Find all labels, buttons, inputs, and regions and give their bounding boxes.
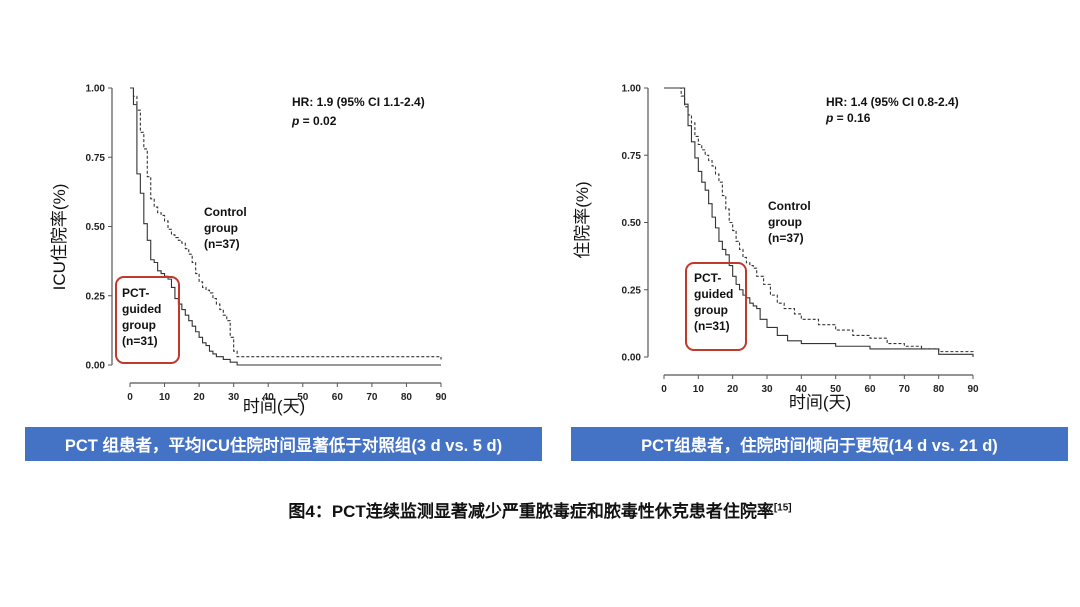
- control-group-label: group: [204, 221, 238, 235]
- pct-group-label: (n=31): [122, 334, 158, 348]
- pct-group-label: group: [694, 303, 728, 317]
- x-tick-label: 90: [967, 384, 979, 395]
- banner-left: PCT 组患者，平均ICU住院时间显著低于对照组(3 d vs. 5 d): [25, 427, 542, 461]
- y-tick-label: 0.00: [86, 361, 106, 372]
- y-tick-label: 0.50: [622, 218, 642, 229]
- x-tick-label: 80: [401, 392, 413, 403]
- x-tick-label: 60: [332, 392, 344, 403]
- hazard-ratio-text: HR: 1.9 (95% CI 1.1-2.4): [292, 95, 425, 109]
- x-tick-label: 20: [194, 392, 206, 403]
- hospital-survival-chart: 0.00 0.25 0.50 0.75 1.00 0 10 20 30 40 50 60 70 80 90 住…: [573, 84, 979, 413]
- hazard-ratio-text: HR: 1.4 (95% CI 0.8-2.4): [826, 95, 959, 109]
- p-value: = 0.16: [833, 111, 870, 125]
- pct-group-highlight-box: [115, 276, 180, 364]
- y-axis-title: ICU住院率(%): [50, 184, 69, 291]
- pct-group-label: (n=31): [694, 319, 730, 333]
- x-tick-label: 40: [263, 392, 275, 403]
- y-tick-label: 1.00: [622, 84, 642, 95]
- pct-group-curve: [130, 87, 441, 366]
- x-tick-label: 50: [830, 384, 842, 395]
- x-tick-label: 10: [159, 392, 171, 403]
- y-tick-label: 0.25: [86, 291, 106, 302]
- x-tick-label: 80: [933, 384, 945, 395]
- x-tick-label: 50: [297, 392, 309, 403]
- pct-group-label: guided: [122, 302, 161, 316]
- figure-caption-text: 图4：PCT连续监测显著减少严重脓毒症和脓毒性休克患者住院率: [288, 502, 774, 521]
- x-tick-label: 40: [796, 384, 808, 395]
- x-axis-title: 时间(天): [789, 393, 851, 412]
- icu-survival-chart: 0.00 0.25 0.50 0.75 1.00 0 10 20 30 40 50 60 70 80 90 I…: [50, 84, 447, 417]
- control-group-label: Control: [768, 199, 811, 213]
- control-group-curve: [130, 87, 442, 360]
- pct-group-label: guided: [694, 287, 733, 301]
- control-group-label: group: [768, 215, 802, 229]
- y-tick-label: 0.00: [622, 353, 642, 364]
- x-tick-label: 70: [899, 384, 911, 395]
- pct-group-highlight-box: [685, 262, 747, 351]
- x-tick-label: 60: [864, 384, 876, 395]
- p-symbol: p: [291, 114, 299, 128]
- y-tick-label: 0.25: [622, 285, 642, 296]
- control-group-curve: [664, 87, 974, 355]
- control-group-label: (n=37): [204, 237, 240, 251]
- x-tick-label: 30: [228, 392, 240, 403]
- x-tick-label: 0: [127, 392, 133, 403]
- control-group-label: Control: [204, 205, 247, 219]
- x-tick-label: 10: [693, 384, 705, 395]
- figure-caption-ref: [15]: [773, 502, 792, 514]
- p-value-text: p = 0.02: [291, 114, 337, 128]
- pct-group-curve: [664, 87, 974, 357]
- x-tick-label: 90: [435, 392, 447, 403]
- p-value-text: p = 0.16: [825, 111, 871, 125]
- p-symbol: p: [825, 111, 833, 125]
- banner-right: PCT组患者，住院时间倾向于更短(14 d vs. 21 d): [571, 427, 1068, 461]
- control-group-label: (n=37): [768, 231, 804, 245]
- pct-group-label: PCT-: [694, 271, 721, 285]
- x-tick-label: 70: [366, 392, 378, 403]
- y-axis-title: 住院率(%): [573, 181, 592, 258]
- pct-group-label: group: [122, 318, 156, 332]
- pct-group-label: PCT-: [122, 286, 149, 300]
- x-axis-title: 时间(天): [243, 397, 305, 416]
- figure-caption: 图4：PCT连续监测显著减少严重脓毒症和脓毒性休克患者住院率[15]: [0, 497, 1080, 522]
- x-tick-label: 20: [727, 384, 739, 395]
- y-tick-label: 0.75: [622, 151, 642, 162]
- y-tick-label: 1.00: [86, 84, 106, 95]
- y-tick-label: 0.75: [86, 153, 106, 164]
- x-tick-label: 30: [761, 384, 773, 395]
- x-tick-label: 0: [661, 384, 667, 395]
- p-value: = 0.02: [299, 114, 336, 128]
- y-tick-label: 0.50: [86, 222, 106, 233]
